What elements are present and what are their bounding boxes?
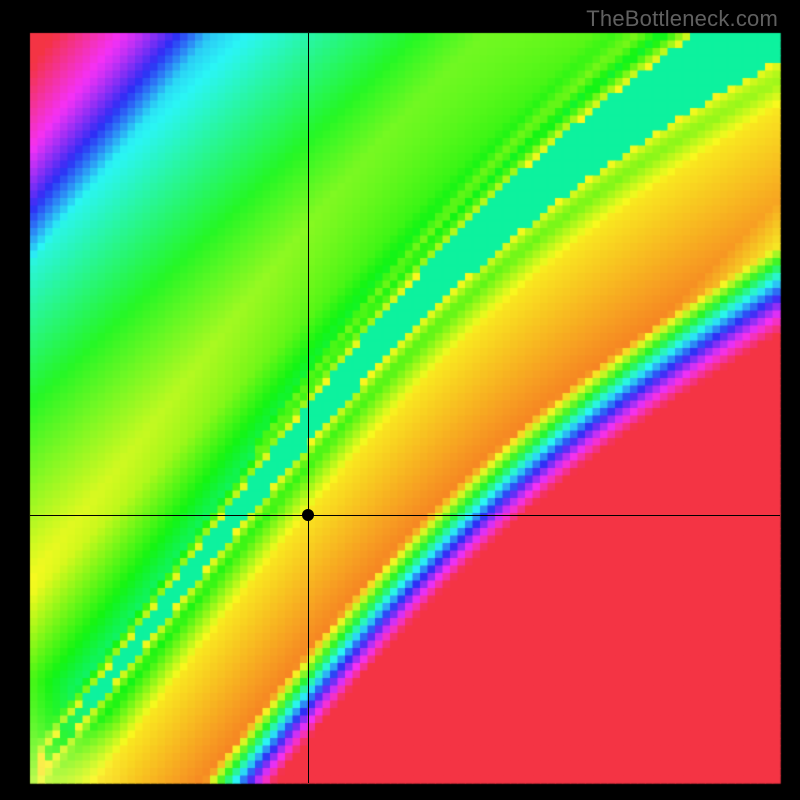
crosshair-vertical: [308, 33, 310, 783]
crosshair-horizontal: [30, 515, 780, 517]
chart-container: TheBottleneck.com: [0, 0, 800, 800]
bottleneck-heatmap: [0, 0, 800, 800]
watermark-text: TheBottleneck.com: [586, 6, 778, 32]
marker-dot: [302, 509, 314, 521]
